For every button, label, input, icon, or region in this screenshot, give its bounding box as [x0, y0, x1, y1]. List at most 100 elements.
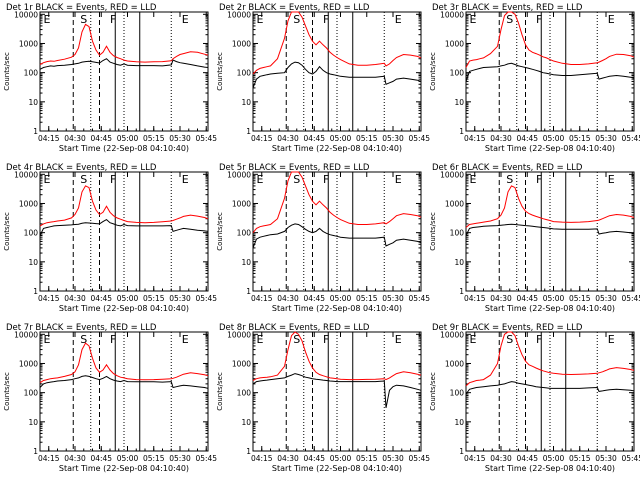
series-line-events: [252, 373, 422, 408]
x-tick-label: 05:15: [143, 454, 165, 463]
region-letter: E: [395, 333, 402, 346]
region-letter: E: [44, 13, 51, 26]
x-tick-label: 05:45: [621, 294, 640, 303]
region-letter: S: [80, 13, 87, 26]
region-letter: F: [536, 173, 542, 186]
series-line-events: [39, 218, 209, 236]
x-tick-label: 05:30: [382, 454, 404, 463]
region-letter: S: [80, 333, 87, 346]
region-letter: S: [293, 13, 300, 26]
y-tick-label: 1: [33, 127, 38, 136]
x-tick-label: 05:45: [195, 454, 217, 463]
x-tick-label: 04:15: [251, 134, 273, 143]
x-axis-label: Start Time (22-Sep-08 04:10:40): [59, 144, 189, 153]
series-line-events: [39, 58, 209, 70]
chart-title: Det 9r BLACK = Events, RED = LLD: [432, 323, 583, 333]
x-tick-label: 05:15: [569, 454, 591, 463]
y-axis-label: Counts/sec: [216, 52, 224, 91]
region-letter: E: [608, 13, 615, 26]
region-letter: S: [506, 333, 513, 346]
plot-frame: [39, 331, 209, 452]
region-letter: E: [608, 333, 615, 346]
series-line-lld: [252, 171, 422, 234]
y-tick-label: 10000: [440, 330, 464, 339]
y-tick-label: 100: [450, 69, 465, 78]
x-tick-label: 05:00: [543, 134, 565, 143]
y-axis-label: Counts/sec: [429, 372, 437, 411]
x-tick-label: 04:30: [277, 134, 299, 143]
y-tick-label: 1000: [445, 199, 464, 208]
x-tick-label: 04:30: [490, 294, 512, 303]
y-tick-label: 10000: [227, 330, 251, 339]
y-tick-label: 10000: [440, 10, 464, 19]
x-tick-label: 05:00: [117, 294, 139, 303]
y-tick-label: 100: [450, 229, 465, 238]
x-tick-label: 04:45: [516, 294, 538, 303]
series-line-events: [465, 223, 635, 236]
y-axis-label: Counts/sec: [3, 52, 11, 91]
x-tick-label: 05:00: [330, 134, 352, 143]
x-tick-label: 04:15: [38, 454, 60, 463]
region-letter: E: [182, 333, 189, 346]
y-tick-label: 100: [237, 389, 252, 398]
x-tick-label: 04:15: [251, 454, 273, 463]
series-line-events: [252, 223, 422, 249]
x-tick-label: 05:15: [569, 294, 591, 303]
x-axis-label: Start Time (22-Sep-08 04:10:40): [485, 304, 615, 313]
x-tick-label: 04:15: [251, 294, 273, 303]
x-tick-label: 05:45: [195, 134, 217, 143]
x-tick-label: 04:45: [516, 454, 538, 463]
x-tick-label: 05:15: [569, 134, 591, 143]
x-tick-label: 04:45: [303, 454, 325, 463]
y-axis-label: Counts/sec: [3, 372, 11, 411]
region-letter: F: [536, 13, 542, 26]
x-tick-label: 04:30: [277, 294, 299, 303]
y-tick-label: 100: [24, 69, 39, 78]
y-tick-label: 10: [28, 418, 38, 427]
y-tick-label: 10: [241, 418, 251, 427]
x-tick-label: 05:45: [408, 134, 430, 143]
series-line-events: [465, 62, 635, 82]
y-tick-label: 10: [241, 98, 251, 107]
y-tick-label: 100: [237, 69, 252, 78]
x-tick-label: 04:30: [64, 454, 86, 463]
plot-frame: [39, 171, 209, 292]
series-line-events: [465, 381, 635, 395]
y-tick-label: 1: [246, 287, 251, 296]
x-tick-label: 05:30: [382, 294, 404, 303]
region-letter: S: [293, 333, 300, 346]
region-letter: E: [257, 173, 264, 186]
x-axis-label: Start Time (22-Sep-08 04:10:40): [272, 144, 402, 153]
x-tick-label: 05:30: [382, 134, 404, 143]
region-letter: E: [608, 173, 615, 186]
x-tick-label: 05:15: [143, 134, 165, 143]
y-tick-label: 10000: [227, 10, 251, 19]
region-letter: S: [80, 173, 87, 186]
x-tick-label: 04:30: [490, 134, 512, 143]
y-tick-label: 10: [28, 258, 38, 267]
y-tick-label: 1000: [232, 199, 251, 208]
y-tick-label: 100: [237, 229, 252, 238]
chart-title: Det 1r BLACK = Events, RED = LLD: [6, 3, 157, 13]
y-tick-label: 10: [454, 258, 464, 267]
x-axis-label: Start Time (22-Sep-08 04:10:40): [272, 464, 402, 473]
x-axis-label: Start Time (22-Sep-08 04:10:40): [485, 464, 615, 473]
x-tick-label: 05:00: [543, 294, 565, 303]
y-tick-label: 10000: [14, 10, 38, 19]
x-axis-label: Start Time (22-Sep-08 04:10:40): [59, 304, 189, 313]
x-tick-label: 04:45: [90, 454, 112, 463]
y-tick-label: 1000: [19, 39, 38, 48]
y-axis-label: Counts/sec: [216, 372, 224, 411]
region-letter: E: [44, 173, 51, 186]
x-tick-label: 05:30: [169, 294, 191, 303]
x-tick-label: 04:15: [464, 294, 486, 303]
y-tick-label: 10000: [14, 170, 38, 179]
x-tick-label: 04:30: [64, 134, 86, 143]
y-tick-label: 10: [241, 258, 251, 267]
chart-title: Det 7r BLACK = Events, RED = LLD: [6, 323, 157, 333]
x-tick-label: 05:00: [117, 134, 139, 143]
